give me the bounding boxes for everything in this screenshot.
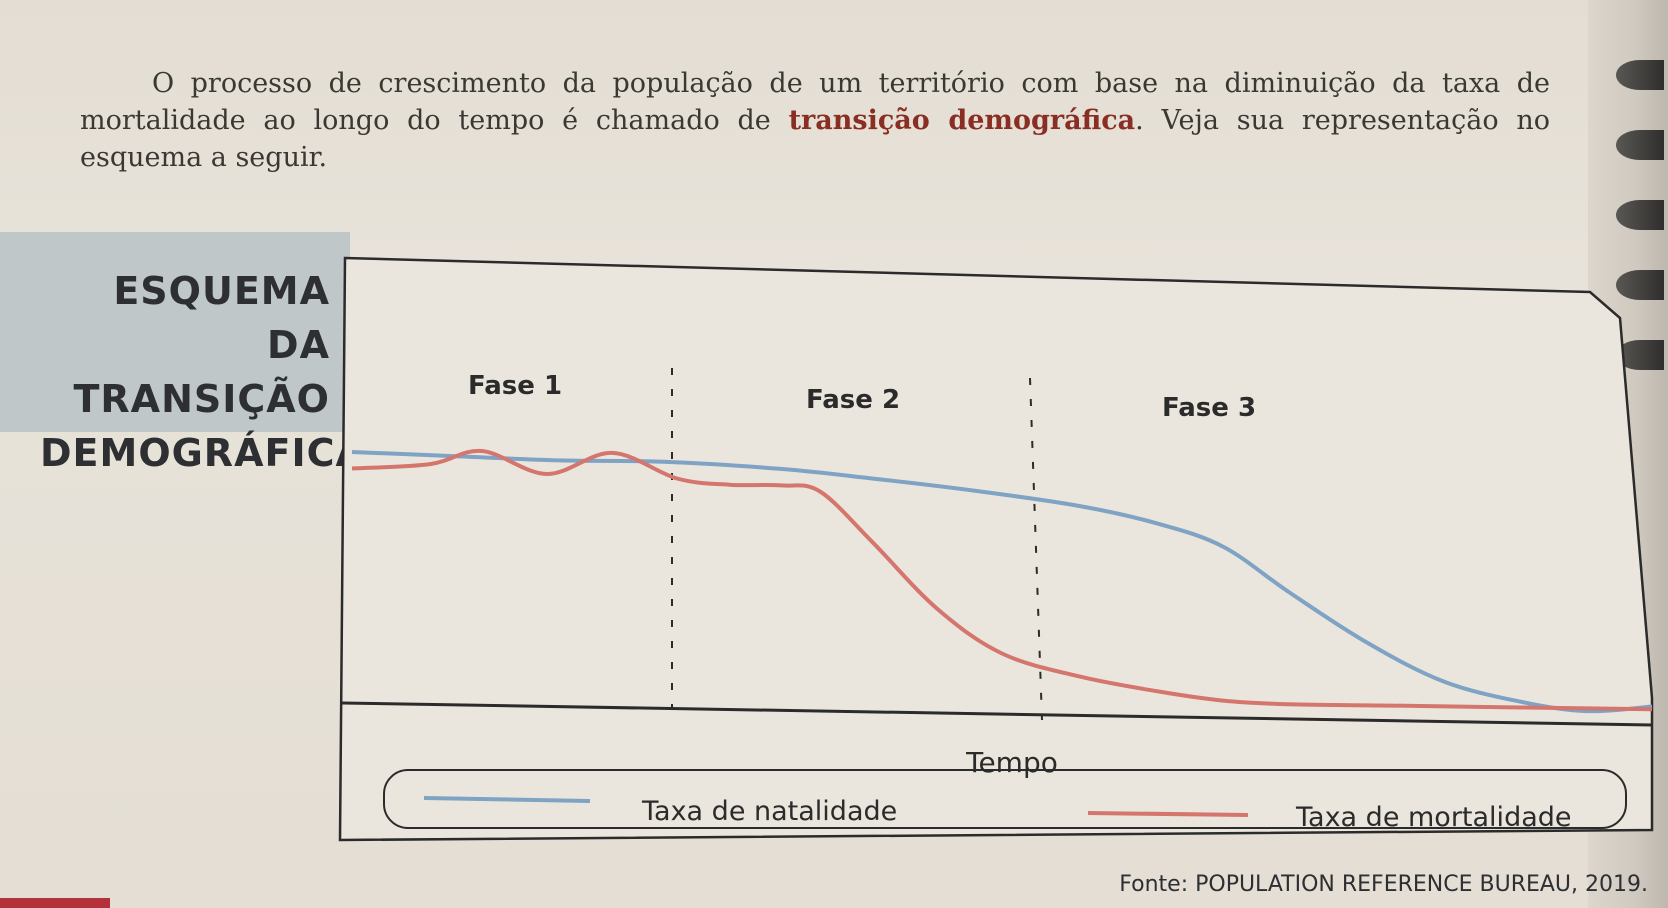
side-title-line-2: TRANSIÇÃO xyxy=(73,377,330,421)
phase-label-3: Fase 3 xyxy=(1162,393,1256,423)
side-title-line-1: ESQUEMA DA xyxy=(113,269,330,367)
intro-highlight: transição demográfica xyxy=(788,105,1136,136)
legend-swatch-mortalidade xyxy=(1087,811,1249,817)
intro-text-after: . Veja sua representação no esquema a se… xyxy=(80,105,1550,173)
source-citation: Fonte: POPULATION REFERENCE BUREAU, 2019… xyxy=(1119,872,1648,897)
legend-label-mortalidade: Taxa de mortalidade xyxy=(1295,802,1572,833)
binder-ring xyxy=(1616,60,1664,90)
intro-text-before: O processo de crescimento da população d… xyxy=(80,68,1550,136)
legend-label-natalidade: Taxa de natalidade xyxy=(641,796,897,827)
binder-ring xyxy=(1616,200,1664,230)
binder-ring xyxy=(1616,270,1664,300)
intro-paragraph: O processo de crescimento da população d… xyxy=(80,65,1550,176)
phase-divider-2 xyxy=(1029,377,1043,721)
legend-swatch-natalidade xyxy=(423,796,591,803)
x-axis-line xyxy=(341,701,1653,727)
side-title-band xyxy=(0,232,350,432)
series-line-mortalidade xyxy=(351,448,1653,712)
binder-ring xyxy=(1616,130,1664,160)
phase-label-2: Fase 2 xyxy=(806,385,900,415)
side-title: ESQUEMA DA TRANSIÇÃO DEMOGRÁFICA xyxy=(40,264,366,480)
side-title-line-3: DEMOGRÁFICA xyxy=(40,431,366,475)
chart-frame xyxy=(338,256,1654,842)
phase-label-1: Fase 1 xyxy=(468,371,562,401)
x-axis-label: Tempo xyxy=(965,746,1058,779)
legend-box xyxy=(383,769,1627,829)
red-corner-tab xyxy=(0,898,110,908)
